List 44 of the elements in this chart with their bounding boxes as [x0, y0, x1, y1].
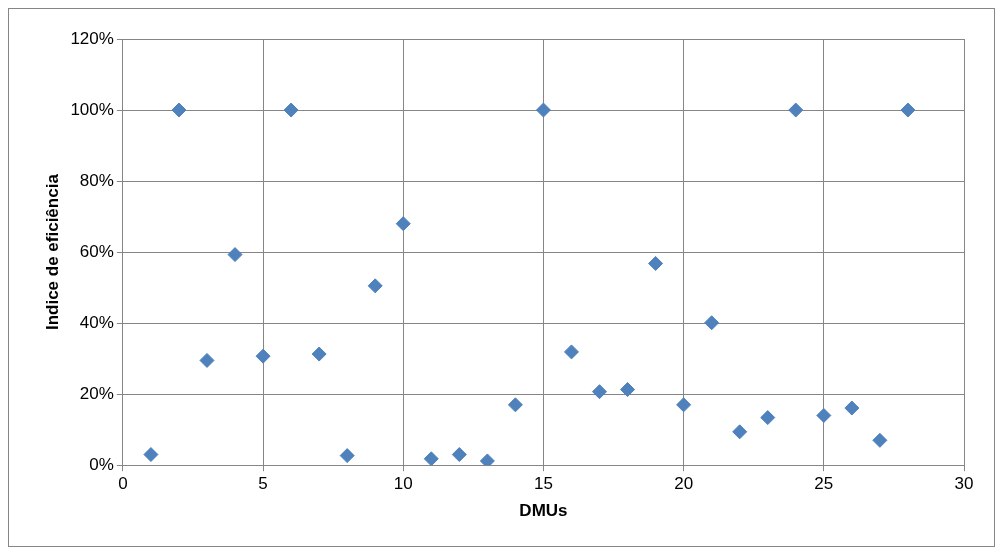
point — [395, 216, 411, 232]
point — [535, 102, 551, 118]
point — [227, 247, 243, 263]
point — [788, 102, 804, 118]
point — [423, 451, 439, 466]
y-tick-label: 120% — [70, 28, 114, 48]
point — [143, 447, 159, 463]
point — [563, 344, 579, 360]
point — [311, 346, 327, 362]
point — [900, 102, 916, 118]
x-tick-label: 10 — [393, 474, 413, 494]
point — [732, 424, 748, 440]
point — [339, 448, 355, 464]
y-tick-label: 80% — [79, 170, 114, 190]
point — [844, 400, 860, 416]
point — [872, 432, 888, 448]
x-tick-label: 0 — [118, 474, 128, 494]
point — [255, 348, 271, 364]
point — [760, 410, 776, 426]
x-tick-label: 25 — [814, 474, 834, 494]
point — [451, 447, 467, 463]
point — [676, 397, 692, 413]
point — [816, 407, 832, 423]
y-axis-title: Indice de eficiência — [42, 173, 62, 331]
x-tick-label: 30 — [954, 474, 974, 494]
y-tick-label: 60% — [79, 241, 114, 261]
point — [479, 453, 495, 466]
x-tick-label: 5 — [258, 474, 268, 494]
y-tick-label: 100% — [70, 99, 114, 119]
x-tick-label: 15 — [533, 474, 553, 494]
x-axis-title: DMUs — [519, 501, 568, 521]
point — [592, 384, 608, 400]
point — [283, 102, 299, 118]
x-tick-label: 20 — [674, 474, 694, 494]
point — [171, 102, 187, 118]
point — [648, 255, 664, 271]
point — [620, 382, 636, 398]
point — [507, 397, 523, 413]
point — [704, 315, 720, 331]
y-tick-label: 0% — [89, 454, 114, 474]
point — [199, 352, 215, 368]
y-tick-label: 20% — [79, 383, 114, 403]
y-tick-label: 40% — [79, 312, 114, 332]
point — [367, 278, 383, 294]
